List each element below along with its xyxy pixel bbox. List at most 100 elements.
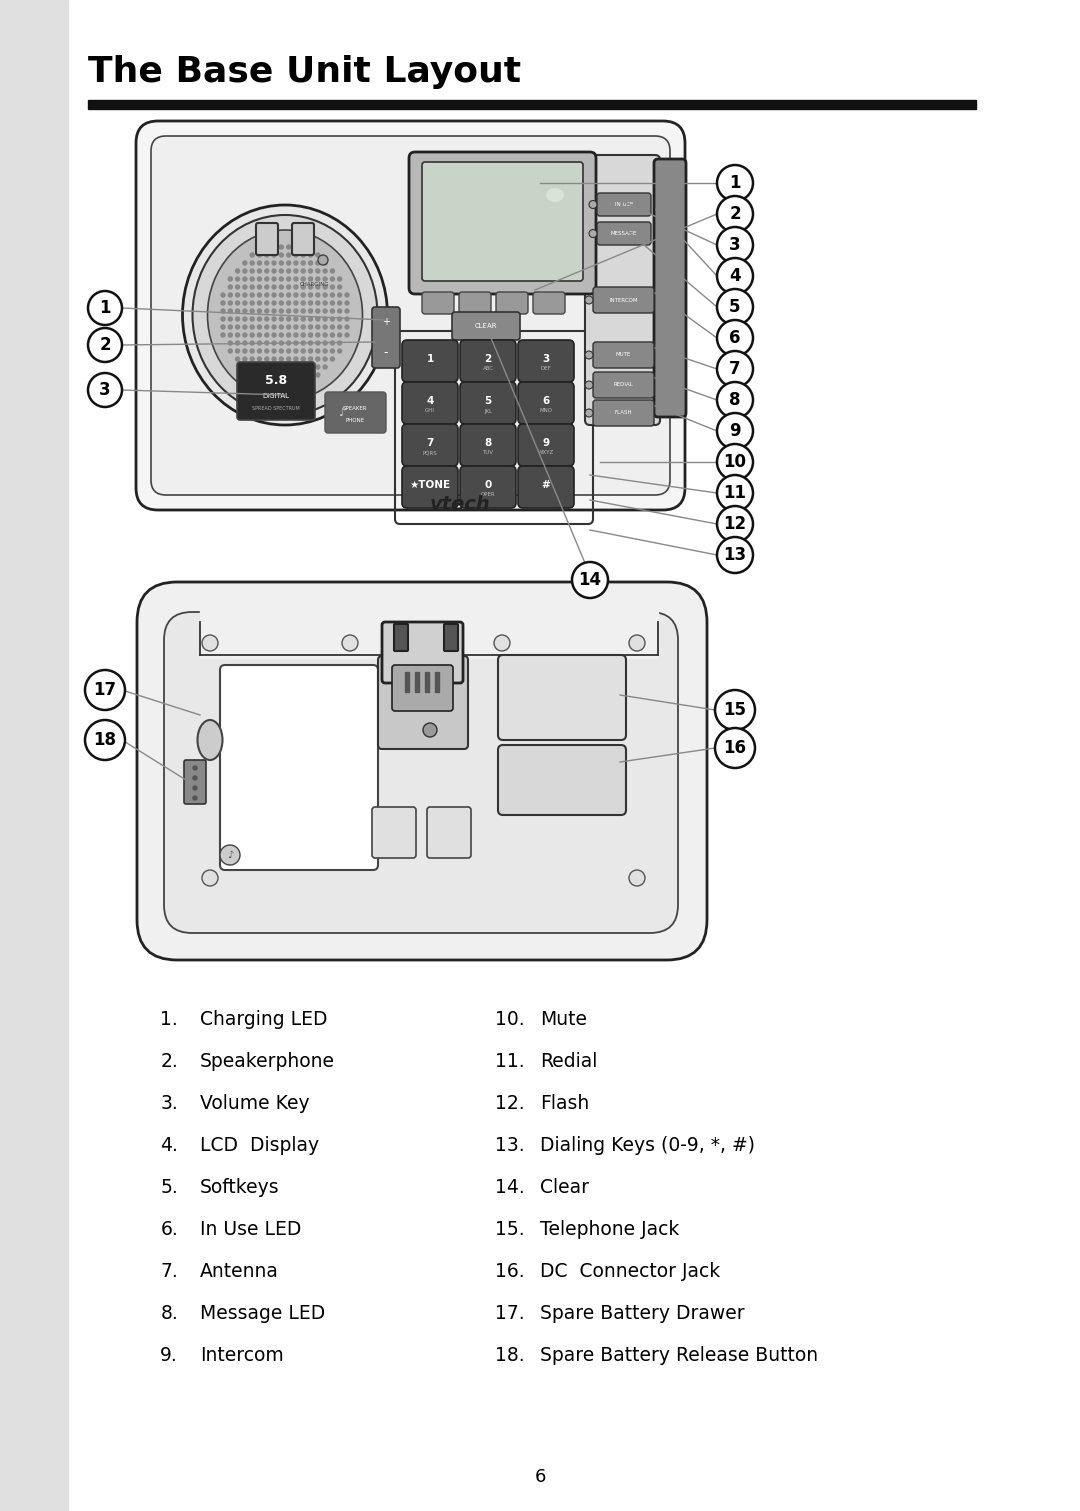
Circle shape (243, 286, 247, 289)
Circle shape (265, 252, 269, 257)
Text: Charging LED: Charging LED (200, 1009, 327, 1029)
FancyBboxPatch shape (402, 382, 458, 425)
Circle shape (272, 286, 276, 289)
Circle shape (221, 332, 225, 337)
Circle shape (193, 777, 197, 780)
Circle shape (251, 261, 254, 264)
FancyBboxPatch shape (382, 623, 463, 683)
FancyBboxPatch shape (459, 292, 491, 314)
Circle shape (265, 310, 269, 313)
Circle shape (286, 332, 291, 337)
Circle shape (294, 381, 298, 385)
Circle shape (251, 332, 254, 337)
Circle shape (286, 277, 291, 281)
FancyBboxPatch shape (597, 193, 651, 216)
Circle shape (235, 332, 240, 337)
Circle shape (257, 341, 261, 345)
Bar (405, 672, 409, 692)
Circle shape (309, 286, 312, 289)
Circle shape (330, 301, 335, 305)
Circle shape (301, 332, 306, 337)
Text: 16: 16 (724, 739, 746, 757)
Text: +: + (382, 317, 390, 326)
Circle shape (585, 409, 593, 417)
Circle shape (315, 357, 320, 361)
Text: 9: 9 (542, 438, 550, 447)
Circle shape (193, 786, 197, 790)
Circle shape (345, 301, 349, 305)
Circle shape (323, 317, 327, 320)
Text: MUTE: MUTE (616, 352, 631, 358)
FancyBboxPatch shape (372, 307, 400, 369)
Circle shape (309, 269, 312, 273)
Circle shape (235, 293, 240, 298)
Circle shape (243, 357, 247, 361)
Text: Message LED: Message LED (200, 1304, 325, 1324)
Circle shape (294, 261, 298, 264)
FancyBboxPatch shape (292, 224, 314, 255)
Circle shape (717, 289, 753, 325)
Circle shape (345, 317, 349, 320)
FancyBboxPatch shape (585, 156, 660, 425)
FancyBboxPatch shape (427, 807, 471, 858)
Text: WXYZ: WXYZ (538, 450, 554, 455)
Circle shape (315, 261, 320, 264)
Circle shape (280, 293, 283, 298)
Circle shape (286, 373, 291, 378)
Circle shape (228, 277, 232, 281)
FancyBboxPatch shape (460, 340, 516, 382)
Circle shape (330, 317, 335, 320)
FancyBboxPatch shape (402, 340, 458, 382)
Circle shape (280, 245, 283, 249)
Circle shape (309, 357, 312, 361)
FancyBboxPatch shape (402, 425, 458, 465)
Circle shape (228, 286, 232, 289)
Circle shape (272, 269, 276, 273)
Circle shape (280, 373, 283, 378)
FancyBboxPatch shape (394, 624, 408, 651)
Circle shape (629, 635, 645, 651)
Text: 8.: 8. (160, 1304, 178, 1324)
Text: 2: 2 (484, 354, 491, 364)
Circle shape (315, 341, 320, 345)
Circle shape (315, 349, 320, 354)
Text: Telephone Jack: Telephone Jack (540, 1219, 679, 1239)
Circle shape (338, 325, 341, 329)
Circle shape (338, 301, 341, 305)
Text: -: - (383, 346, 388, 360)
Circle shape (309, 293, 312, 298)
Circle shape (309, 252, 312, 257)
Circle shape (294, 325, 298, 329)
Text: 3: 3 (542, 354, 550, 364)
Circle shape (272, 301, 276, 305)
Circle shape (330, 277, 335, 281)
Circle shape (272, 357, 276, 361)
Circle shape (286, 252, 291, 257)
Circle shape (228, 349, 232, 354)
Text: 1: 1 (427, 354, 434, 364)
Text: REDIAL: REDIAL (613, 382, 633, 387)
Circle shape (251, 269, 254, 273)
Circle shape (272, 261, 276, 264)
Circle shape (251, 341, 254, 345)
Text: 5: 5 (729, 298, 741, 316)
Text: #: # (542, 480, 551, 490)
Circle shape (265, 286, 269, 289)
Circle shape (87, 328, 122, 363)
Circle shape (243, 332, 247, 337)
Circle shape (265, 325, 269, 329)
Circle shape (717, 536, 753, 573)
FancyBboxPatch shape (220, 665, 378, 870)
Circle shape (315, 252, 320, 257)
Circle shape (330, 293, 335, 298)
Circle shape (251, 349, 254, 354)
Circle shape (585, 381, 593, 388)
FancyBboxPatch shape (422, 162, 583, 281)
Circle shape (301, 293, 306, 298)
Text: 1: 1 (99, 299, 111, 317)
FancyBboxPatch shape (409, 153, 596, 295)
Circle shape (323, 341, 327, 345)
Circle shape (323, 261, 327, 264)
Text: 18: 18 (94, 731, 117, 749)
Text: 13.: 13. (496, 1136, 525, 1154)
